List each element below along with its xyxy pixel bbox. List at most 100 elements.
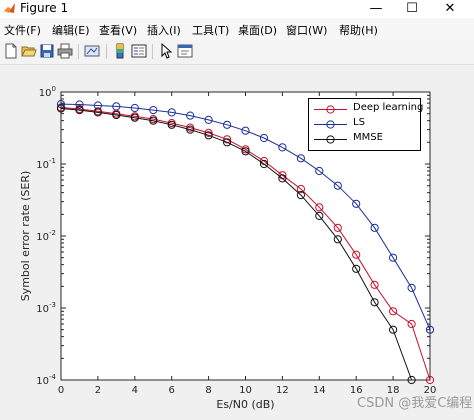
data-point-mmse <box>296 191 305 200</box>
data-point-deep-learning <box>425 375 435 385</box>
legend-icon[interactable] <box>131 43 147 59</box>
x-tick-label: 12 <box>276 385 289 396</box>
new-figure-icon[interactable] <box>3 43 19 59</box>
data-point-ls <box>370 223 379 232</box>
data-point-mmse <box>75 106 84 115</box>
data-point-mmse <box>315 211 324 220</box>
legend-item-mmse: MMSE <box>309 132 420 147</box>
menu-view[interactable]: 查看(V) <box>99 24 138 37</box>
series-line-deep-learning <box>60 107 431 381</box>
open-file-icon[interactable] <box>21 43 37 59</box>
data-point-ls <box>352 199 361 208</box>
legend-swatch-ls <box>314 120 347 129</box>
data-point-ls <box>278 143 287 152</box>
data-point-deep-learning <box>186 123 195 132</box>
pointer-icon[interactable] <box>158 43 174 59</box>
x-tick-label: 4 <box>132 385 138 396</box>
data-point-ls <box>130 103 139 113</box>
menu-file[interactable]: 文件(F) <box>4 24 41 37</box>
legend-item-ls: LS <box>309 117 420 132</box>
menu-insert[interactable]: 插入(I) <box>147 24 181 37</box>
data-point-ls <box>425 325 435 334</box>
y-tick-label: 10-4 <box>36 373 56 387</box>
data-point-ls <box>112 102 121 111</box>
data-point-ls <box>56 100 66 109</box>
chart-legend[interactable]: Deep learning LS MMSE <box>308 98 424 151</box>
data-point-ls <box>186 111 195 120</box>
data-point-mmse <box>407 375 416 385</box>
save-icon[interactable] <box>39 43 55 59</box>
data-point-ls <box>149 106 158 115</box>
data-point-mmse <box>149 116 158 125</box>
menu-window[interactable]: 窗口(W) <box>286 24 328 37</box>
y-tick-label: 100 <box>39 85 56 99</box>
legend-label-deep-learning: Deep learning <box>353 102 424 113</box>
y-tick-label: 10-1 <box>36 157 56 171</box>
x-tick-label: 10 <box>239 385 252 396</box>
data-point-ls <box>75 100 84 109</box>
data-point-mmse <box>204 131 213 140</box>
toolbar-separator <box>106 44 107 59</box>
data-point-ls <box>389 253 398 262</box>
menu-bar: 文件(F) 编辑(E) 查看(V) 插入(I) 工具(T) 桌面(D) 窗口(W… <box>0 18 474 40</box>
close-button[interactable]: ✕ <box>444 1 456 16</box>
toolbar-separator <box>152 44 153 59</box>
data-point-mmse <box>333 235 342 244</box>
window-title: Figure 1 <box>20 1 69 15</box>
minimize-button[interactable]: — <box>369 1 383 16</box>
x-tick-label: 0 <box>58 385 64 396</box>
data-point-ls <box>241 126 250 135</box>
watermark: CSDN @我爱C编程 <box>357 396 473 411</box>
title-bar: Figure 1 — ☐ ✕ <box>0 0 474 18</box>
series-line-ls <box>60 103 431 330</box>
data-point-mmse <box>56 104 66 113</box>
legend-label-mmse: MMSE <box>353 132 383 143</box>
data-point-mmse <box>112 110 121 120</box>
data-point-mmse <box>370 298 379 307</box>
data-point-mmse <box>130 113 139 122</box>
data-point-mmse <box>389 325 398 334</box>
data-point-mmse <box>278 174 287 183</box>
matlab-icon <box>4 3 15 13</box>
menu-desktop[interactable]: 桌面(D) <box>238 24 278 37</box>
data-point-mmse <box>93 108 103 117</box>
property-editor-icon[interactable] <box>177 43 193 59</box>
x-tick-label: 14 <box>313 385 326 396</box>
data-point-deep-learning <box>223 135 232 144</box>
data-point-deep-learning <box>407 319 416 329</box>
maximize-button[interactable]: ☐ <box>406 1 418 16</box>
data-point-ls <box>223 120 232 129</box>
data-point-deep-learning <box>315 203 324 212</box>
data-point-deep-learning <box>352 250 361 259</box>
legend-swatch-mmse <box>314 135 347 144</box>
legend-item-deep-learning: Deep learning <box>309 102 424 117</box>
y-tick-label: 10-2 <box>36 229 56 243</box>
data-point-ls <box>167 108 176 117</box>
data-point-deep-learning <box>204 128 213 138</box>
colorbar-icon[interactable] <box>112 43 128 59</box>
y-tick-label: 10-3 <box>36 301 56 315</box>
y-axis-label: Symbol error rate (SER) <box>19 171 32 302</box>
menu-edit[interactable]: 编辑(E) <box>52 24 90 37</box>
data-point-deep-learning <box>389 307 398 316</box>
menu-tools[interactable]: 工具(T) <box>192 24 230 37</box>
x-tick-label: 2 <box>95 385 101 396</box>
link-plot-icon[interactable] <box>84 43 100 59</box>
data-point-deep-learning <box>296 184 305 194</box>
menu-help[interactable]: 帮助(H) <box>339 24 378 37</box>
data-point-ls <box>204 115 213 125</box>
toolbar-separator <box>78 44 79 59</box>
data-point-mmse <box>241 147 250 156</box>
data-point-mmse <box>223 138 232 147</box>
data-point-ls <box>296 154 305 163</box>
print-icon[interactable] <box>57 43 73 59</box>
x-tick-label: 16 <box>350 385 363 396</box>
x-tick-label: 18 <box>387 385 400 396</box>
x-tick-label: 8 <box>205 385 211 396</box>
data-point-mmse <box>186 125 195 134</box>
data-point-deep-learning <box>370 280 379 289</box>
data-point-mmse <box>352 264 361 273</box>
data-point-mmse <box>167 120 176 129</box>
legend-swatch-deep-learning <box>314 105 347 114</box>
